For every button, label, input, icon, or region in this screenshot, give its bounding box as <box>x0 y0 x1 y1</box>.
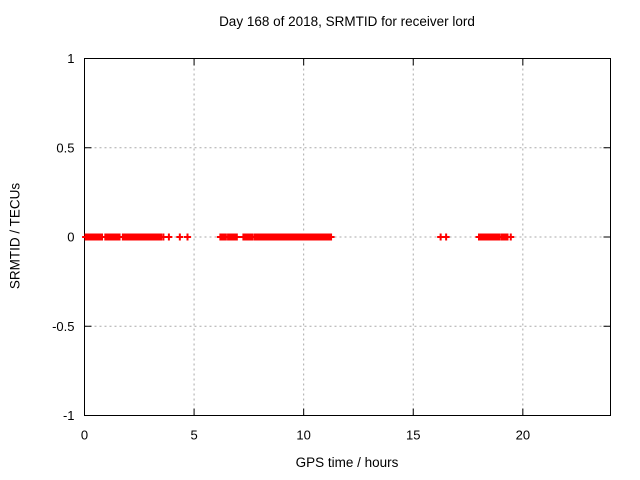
data-segment <box>250 236 335 238</box>
y-tick-label: 1 <box>67 51 74 66</box>
x-axis-label: GPS time / hours <box>295 455 399 470</box>
data-point <box>167 233 170 241</box>
x-tick-label: 5 <box>190 428 197 443</box>
data-segment <box>224 236 241 238</box>
axis-ticks <box>84 58 611 416</box>
x-tick-label: 20 <box>516 428 530 443</box>
data-point <box>509 233 512 241</box>
data-segment <box>82 236 106 238</box>
data-series <box>82 233 515 241</box>
data-segment <box>475 236 504 238</box>
data-segment <box>216 236 230 238</box>
data-point <box>445 233 448 241</box>
data-point <box>439 233 442 241</box>
y-tick-label: -0.5 <box>52 319 74 334</box>
x-tick-label: 15 <box>406 428 420 443</box>
data-segment <box>498 236 511 238</box>
x-tick-label: 0 <box>81 428 88 443</box>
data-segment <box>239 236 256 238</box>
y-tick-label: -1 <box>63 408 75 423</box>
data-point <box>186 233 189 241</box>
chart-title: Day 168 of 2018, SRMTID for receiver lor… <box>219 14 475 29</box>
data-point <box>178 233 181 241</box>
data-point <box>162 233 165 241</box>
data-segment <box>119 236 165 238</box>
data-segment <box>101 236 124 238</box>
y-tick-label: 0 <box>67 230 74 245</box>
x-tick-label: 10 <box>296 428 310 443</box>
y-tick-label: 0.5 <box>56 140 74 155</box>
tick-labels: 0 5 10 15 20 1 0.5 0 -0.5 -1 <box>52 51 530 443</box>
